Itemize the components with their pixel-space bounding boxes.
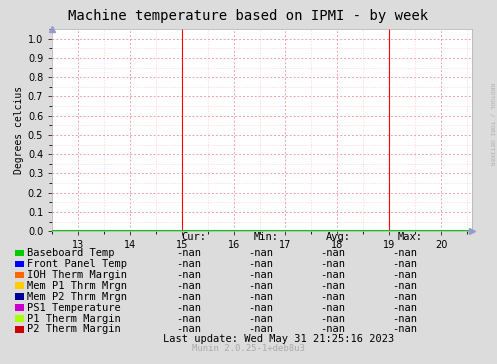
Text: -nan: -nan xyxy=(393,270,417,280)
Text: -nan: -nan xyxy=(176,324,201,335)
Text: Munin 2.0.25-1+deb8u3: Munin 2.0.25-1+deb8u3 xyxy=(192,344,305,353)
Text: -nan: -nan xyxy=(321,313,345,324)
Text: -nan: -nan xyxy=(248,248,273,258)
Text: -nan: -nan xyxy=(248,302,273,313)
Text: -nan: -nan xyxy=(321,302,345,313)
Text: -nan: -nan xyxy=(176,292,201,302)
Text: -nan: -nan xyxy=(176,281,201,291)
Text: IOH Therm Margin: IOH Therm Margin xyxy=(27,270,127,280)
Text: -nan: -nan xyxy=(248,270,273,280)
Text: Mem P1 Thrm Mrgn: Mem P1 Thrm Mrgn xyxy=(27,281,127,291)
Text: -nan: -nan xyxy=(321,259,345,269)
Text: -nan: -nan xyxy=(321,270,345,280)
Text: Mem P2 Thrm Mrgn: Mem P2 Thrm Mrgn xyxy=(27,292,127,302)
Text: -nan: -nan xyxy=(248,313,273,324)
Text: Min:: Min: xyxy=(253,232,278,242)
Text: -nan: -nan xyxy=(248,324,273,335)
Text: -nan: -nan xyxy=(248,259,273,269)
Text: -nan: -nan xyxy=(176,313,201,324)
Text: -nan: -nan xyxy=(321,248,345,258)
Text: -nan: -nan xyxy=(393,324,417,335)
Text: -nan: -nan xyxy=(393,248,417,258)
Text: P2 Therm Margin: P2 Therm Margin xyxy=(27,324,121,335)
Text: Max:: Max: xyxy=(398,232,422,242)
Text: -nan: -nan xyxy=(393,281,417,291)
Text: -nan: -nan xyxy=(321,281,345,291)
Text: PS1 Temperature: PS1 Temperature xyxy=(27,302,121,313)
Text: -nan: -nan xyxy=(393,259,417,269)
Text: -nan: -nan xyxy=(176,302,201,313)
Text: -nan: -nan xyxy=(176,259,201,269)
Text: Avg:: Avg: xyxy=(326,232,350,242)
Text: -nan: -nan xyxy=(176,270,201,280)
Text: -nan: -nan xyxy=(321,292,345,302)
Text: Cur:: Cur: xyxy=(181,232,206,242)
Text: -nan: -nan xyxy=(248,281,273,291)
Text: P1 Therm Margin: P1 Therm Margin xyxy=(27,313,121,324)
Text: Front Panel Temp: Front Panel Temp xyxy=(27,259,127,269)
Text: Last update: Wed May 31 21:25:16 2023: Last update: Wed May 31 21:25:16 2023 xyxy=(163,333,394,344)
Text: Machine temperature based on IPMI - by week: Machine temperature based on IPMI - by w… xyxy=(69,9,428,23)
Y-axis label: Degrees celcius: Degrees celcius xyxy=(13,86,24,174)
Text: RRDTOOL / TOBI OETIKER: RRDTOOL / TOBI OETIKER xyxy=(490,83,495,165)
Text: -nan: -nan xyxy=(176,248,201,258)
Text: Baseboard Temp: Baseboard Temp xyxy=(27,248,115,258)
Text: -nan: -nan xyxy=(393,313,417,324)
Text: -nan: -nan xyxy=(321,324,345,335)
Text: -nan: -nan xyxy=(393,292,417,302)
Text: -nan: -nan xyxy=(248,292,273,302)
Text: -nan: -nan xyxy=(393,302,417,313)
